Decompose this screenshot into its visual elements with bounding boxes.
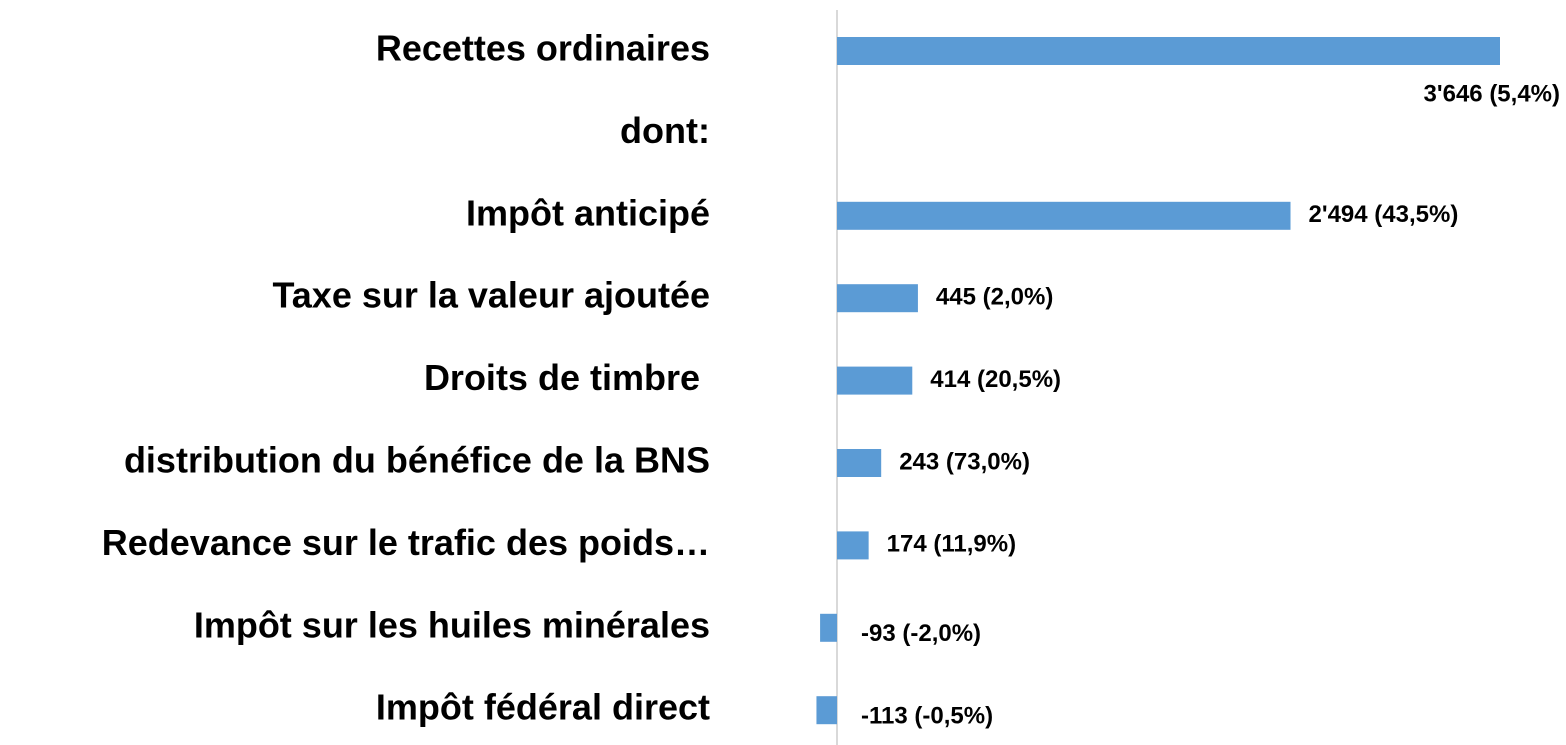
bar xyxy=(820,613,837,642)
category-label: Impôt fédéral direct xyxy=(376,687,710,728)
value-label: 3'646 (5,4%) xyxy=(1424,80,1560,107)
category-label: dont: xyxy=(620,110,710,151)
value-label: 2'494 (43,5%) xyxy=(1309,201,1459,228)
category-label: Taxe sur la valeur ajoutée xyxy=(272,275,710,316)
value-label: 243 (73,0%) xyxy=(899,448,1030,475)
value-label: 174 (11,9%) xyxy=(887,531,1016,558)
category-label: distribution du bénéfice de la BNS xyxy=(124,440,710,481)
bar xyxy=(816,696,837,725)
value-label: 414 (20,5%) xyxy=(930,366,1061,393)
category-label: Redevance sur le trafic des poids… xyxy=(102,522,710,563)
category-label: Droits de timbre xyxy=(424,357,710,398)
value-label: 445 (2,0%) xyxy=(936,284,1053,311)
category-label: Impôt anticipé xyxy=(466,192,710,233)
bar xyxy=(837,449,882,477)
value-label: -93 (-2,0%) xyxy=(861,620,981,647)
value-label: -113 (-0,5%) xyxy=(861,703,993,730)
bar xyxy=(837,201,1291,230)
category-label: Recettes ordinaires xyxy=(376,28,710,69)
bar xyxy=(837,531,869,560)
bar xyxy=(837,366,913,395)
category-label: Impôt sur les huiles minérales xyxy=(194,604,710,645)
bar xyxy=(837,284,918,313)
bar xyxy=(837,37,1500,65)
